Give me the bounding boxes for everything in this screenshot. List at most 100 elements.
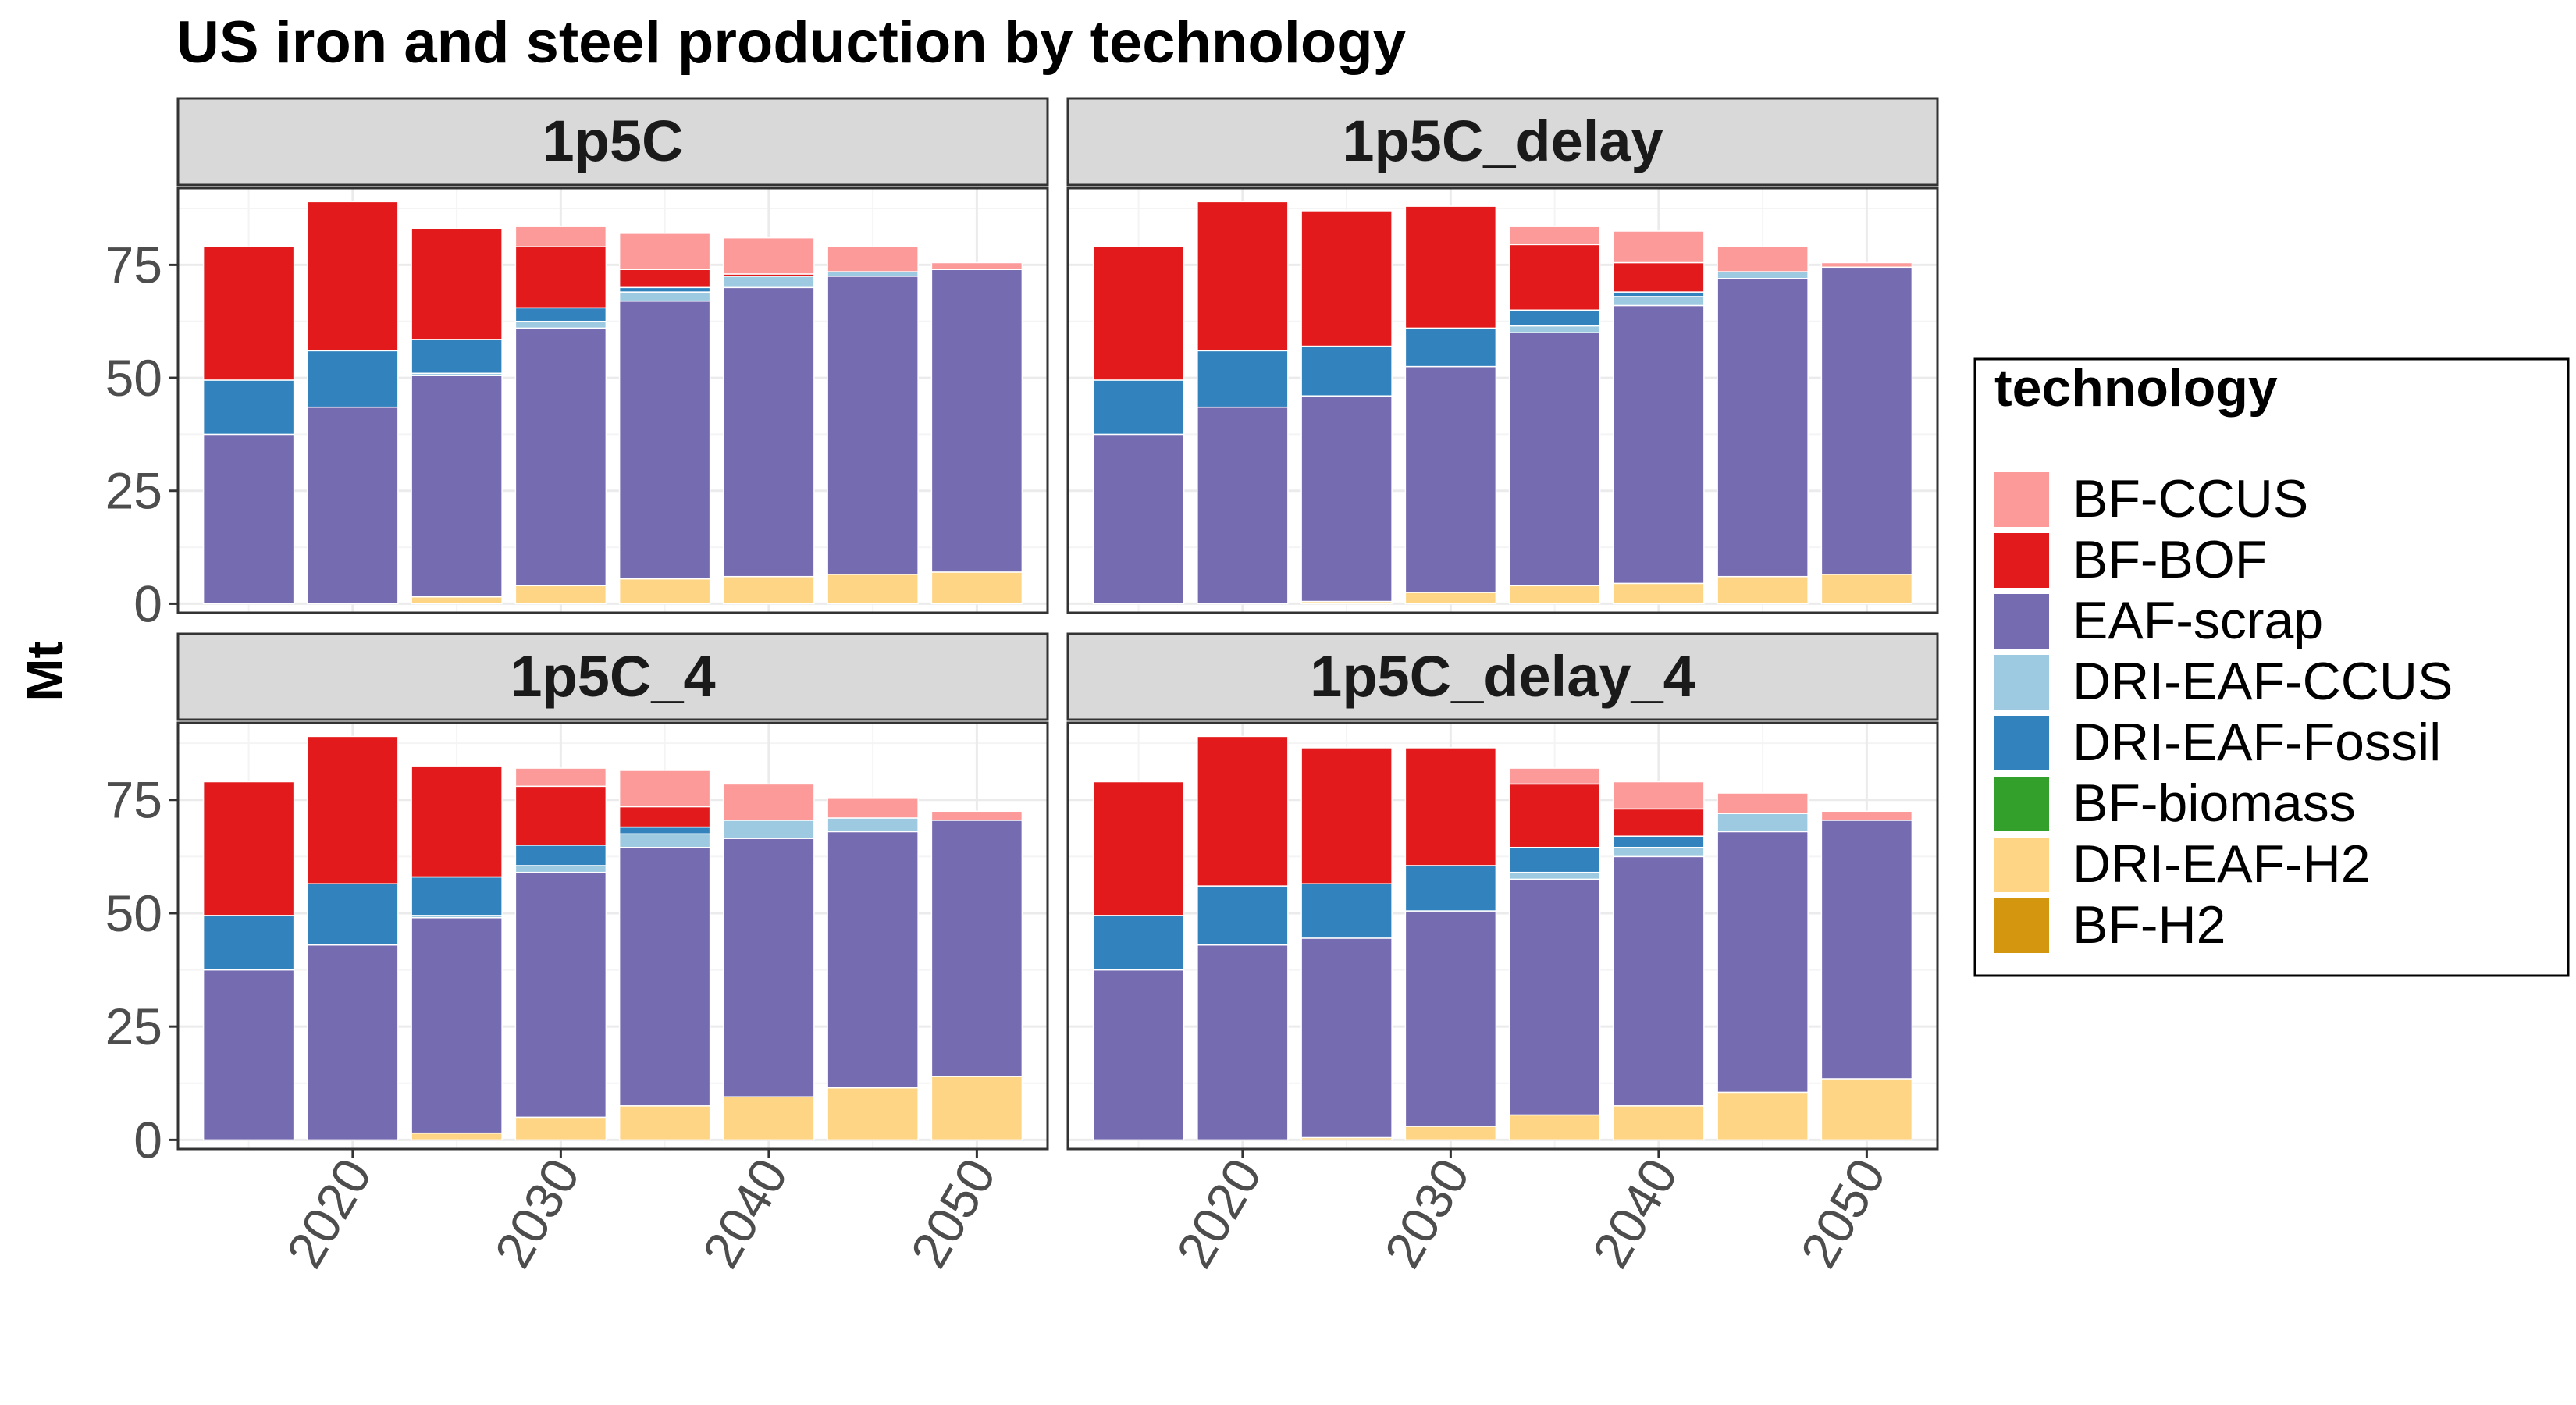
bar-segment-eaf-scrap [723,838,815,1097]
bar-stacks [1092,201,1913,605]
facet-panel-1p5C_4: 1p5C_4 0 25 50 75 [105,632,1049,1168]
facet-strip [176,97,1049,187]
bar-segment-bf-bof [1300,210,1393,347]
panel-border [1066,721,1939,1151]
bar-segment-dri-eaf-h2 [1613,582,1705,605]
bar-segment-bf-bof [202,781,295,916]
panel-border [176,721,1049,1151]
bar-segment-eaf-scrap [1300,395,1393,603]
legend-label: BF-biomass [2073,774,2356,833]
bar-segment-dri-eaf-ccus [723,820,815,839]
bar-segment-bf-ccus [827,797,919,819]
bar-segment-dri-eaf-fossil [1092,915,1185,971]
legend-label: BF-CCUS [2073,469,2308,528]
bar-segment-eaf-scrap [1092,969,1185,1141]
bar-segment-dri-eaf-h2 [618,578,711,605]
bar-segment-dri-eaf-h2 [411,1132,503,1141]
facet-strip-label: 1p5C_4 [510,644,715,709]
legend-entry-bf-bof: BF-BOF [1994,530,2267,589]
bar-segment-dri-eaf-fossil [1613,291,1705,297]
bar-segment-bf-bof [618,269,711,289]
bar-segment-bf-bof [307,201,399,352]
bar-segment-bf-bof [514,246,607,309]
bar-segment-bf-ccus [514,226,607,247]
bar-segment-bf-ccus [1508,226,1601,246]
bar-segment-bf-ccus [1820,261,1913,269]
legend-swatch [1994,594,2049,649]
bar-segment-dri-eaf-h2 [1508,585,1601,605]
x-tick-label: 2020 [1165,1149,1272,1277]
bar-segment-bf-ccus [1717,792,1809,814]
bar-segment-dri-eaf-h2 [723,575,815,605]
bar-segment-dri-eaf-ccus [1717,271,1809,279]
panel-border [176,187,1049,614]
y-tick-label: 75 [105,771,162,829]
bar-segment-bf-bof [1613,261,1705,293]
bar-segment-bf-ccus [930,261,1023,270]
x-tick-label: 2030 [1373,1149,1481,1277]
legend-title: technology [1994,358,2278,418]
bar-segment-bf-bof [411,228,503,340]
x-tick-label: 2040 [692,1149,799,1277]
y-tick-label: 75 [105,236,162,293]
bar-segment-bf-ccus [1508,767,1601,785]
bar-segment-dri-eaf-h2 [514,585,607,605]
bar-segment-eaf-scrap [618,300,711,580]
bar-segment-dri-eaf-ccus [827,271,919,277]
legend-label: DRI-EAF-Fossil [2073,713,2441,772]
bar-segment-bf-bof [411,765,503,878]
facet-panels: 1p5C 0 25 50 75 1p5C_delay 1p5C_4 0 25 50 75 1p5C_d… [105,97,1939,1168]
legend-entry-bf-h2: BF-H2 [1994,895,2226,955]
x-axis: 2020 2030 2040 2050 2020 2030 2040 2050 [275,1149,1897,1277]
bar-segment-eaf-scrap [1404,910,1497,1127]
bar-segment-bf-ccus [1613,781,1705,810]
legend-entry-bf-biomass: BF-biomass [1994,774,2356,833]
bar-segment-eaf-scrap [307,944,399,1141]
bar-segment-dri-eaf-fossil [202,915,295,971]
legend-swatch [1994,898,2049,953]
panel-border [1066,187,1939,614]
bar-segment-dri-eaf-ccus [1613,846,1705,858]
bar-segment-dri-eaf-fossil [411,876,503,916]
bar-segment-bf-ccus [1820,810,1913,821]
bar-segment-bf-bof [1404,205,1497,329]
legend-entry-bf-ccus: BF-CCUS [1994,469,2308,528]
bar-segment-bf-bof [1508,783,1601,848]
bar-segment-eaf-scrap [723,286,815,578]
y-tick-label: 50 [105,349,162,407]
legend-entry-dri-eaf-ccus: DRI-EAF-CCUS [1994,652,2453,711]
legend-label: BF-BOF [2073,530,2267,589]
bar-segment-bf-bof [1197,735,1289,887]
bar-segment-dri-eaf-h2 [930,1076,1023,1141]
bar-segment-dri-eaf-h2 [930,571,1023,605]
bar-segment-eaf-scrap [307,406,399,605]
bar-segment-dri-eaf-h2 [1717,575,1809,605]
bar-segment-dri-eaf-ccus [1613,296,1705,307]
bar-segment-bf-ccus [618,770,711,808]
bar-segment-dri-eaf-h2 [1717,1091,1809,1141]
bar-segment-dri-eaf-h2 [1404,1126,1497,1141]
bar-segment-bf-bof [1300,747,1393,884]
bar-segment-dri-eaf-fossil [1300,883,1393,939]
bar-segment-bf-bof [514,785,607,846]
facet-panel-1p5C_delay_4: 1p5C_delay_4 [1066,632,1939,1151]
x-tick-label: 2020 [275,1149,382,1277]
legend-label: BF-H2 [2073,895,2226,955]
bar-segment-eaf-scrap [1717,277,1809,578]
facet-strip [1066,97,1939,187]
bar-segment-eaf-scrap [514,871,607,1119]
bar-segment-bf-ccus [930,810,1023,821]
bar-segment-dri-eaf-fossil [1300,345,1393,397]
bar-segment-dri-eaf-ccus [618,833,711,848]
bar-segment-dri-eaf-ccus [1717,813,1809,833]
bar-segment-eaf-scrap [930,269,1023,573]
legend-swatch [1994,716,2049,770]
y-tick-label: 25 [105,998,162,1055]
bar-segment-eaf-scrap [1820,820,1913,1080]
bar-segment-eaf-scrap [1613,855,1705,1107]
facet-strip-label: 1p5C [543,108,684,173]
bar-segment-bf-ccus [1717,246,1809,272]
bar-segment-eaf-scrap [1092,433,1185,605]
bar-stacks [202,735,1023,1141]
facet-strip-label: 1p5C_delay [1342,108,1663,173]
